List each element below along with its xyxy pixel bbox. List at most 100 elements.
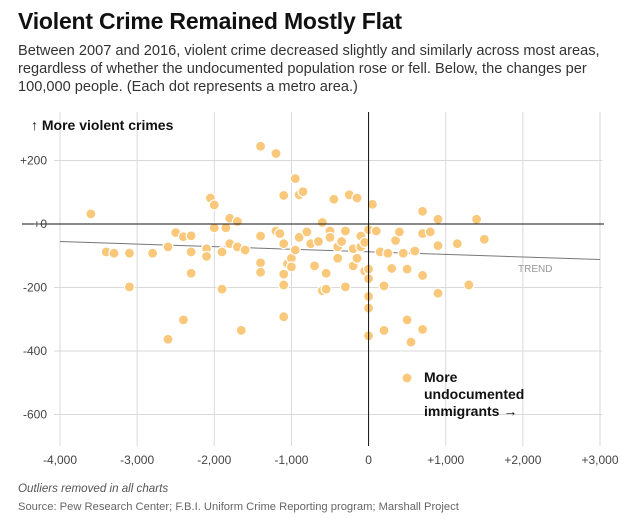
x-tick-label: -4,000	[43, 453, 77, 467]
chart-title: Violent Crime Remained Mostly Flat	[18, 8, 402, 34]
metro-area-dot	[239, 244, 251, 256]
metro-area-dot	[278, 189, 290, 202]
metro-area-dot	[85, 208, 97, 220]
metro-area-dot	[393, 226, 406, 238]
metro-area-dot	[146, 247, 159, 259]
metro-area-dot	[162, 333, 174, 345]
x-axis-annotation-line-2: undocumented	[424, 386, 524, 402]
metro-area-dot	[424, 226, 436, 238]
metro-area-dot	[123, 247, 136, 259]
x-tick-label: -1,000	[274, 453, 308, 467]
y-tick-label: +0	[33, 217, 47, 231]
metro-area-dot	[351, 192, 363, 204]
x-axis-annotation: More undocumented immigrants →	[424, 369, 528, 419]
metro-area-dot	[235, 324, 247, 336]
metro-area-dot	[416, 205, 429, 217]
trend-line	[59, 240, 601, 261]
metro-area-dot	[335, 235, 348, 248]
metro-area-dot	[312, 235, 325, 248]
metro-area-dot	[123, 281, 136, 293]
metro-area-dot	[386, 262, 398, 275]
metro-area-dot	[220, 222, 232, 234]
metro-area-dot	[289, 244, 301, 256]
metro-area-dot	[432, 213, 444, 225]
metro-area-dot	[185, 230, 197, 242]
legend-dot-icon	[401, 372, 413, 384]
x-axis-annotation-line-1: More	[424, 369, 458, 385]
metro-area-dot	[359, 236, 371, 249]
x-tick-label: -3,000	[120, 453, 154, 467]
metro-area-dot	[162, 241, 174, 253]
metro-area-dot	[216, 283, 228, 295]
metro-area-dot	[289, 172, 301, 185]
metro-area-dot	[254, 140, 267, 152]
metro-area-dot	[378, 324, 390, 336]
metro-area-dot	[293, 231, 305, 243]
chart-subtitle: Between 2007 and 2016, violent crime dec…	[18, 43, 600, 95]
chart-footnote: Outliers removed in all charts	[18, 482, 169, 495]
metro-area-dot	[297, 186, 309, 198]
metro-area-dot	[409, 245, 421, 257]
metro-area-dot	[308, 260, 321, 272]
metro-area-dot	[378, 280, 390, 292]
metro-area-dot	[216, 246, 228, 258]
metro-area-dot	[185, 267, 197, 279]
x-tick-label: +2,000	[504, 453, 541, 467]
metro-area-dot	[463, 279, 475, 291]
metro-area-dot	[478, 233, 490, 245]
metro-area-dot	[208, 199, 220, 211]
metro-area-dot	[416, 323, 429, 336]
metro-area-dot	[278, 311, 290, 323]
x-tick-label: +3,000	[581, 453, 618, 467]
chart-source: Source: Pew Research Center; F.B.I. Unif…	[18, 501, 459, 513]
metro-area-dot	[108, 247, 120, 259]
metro-area-dot	[285, 261, 298, 273]
metro-area-dot	[397, 247, 409, 259]
metro-area-dot	[254, 257, 267, 269]
metro-area-dot	[470, 213, 483, 225]
trend-label: TREND	[518, 264, 552, 275]
metro-area-dot	[339, 225, 352, 237]
metro-area-dot	[382, 247, 394, 259]
metro-area-dot	[301, 226, 313, 238]
metro-area-dot	[200, 250, 213, 262]
metro-area-dot	[332, 252, 344, 264]
y-axis-annotation: ↑ More violent crimes	[31, 117, 174, 133]
metro-area-dot	[432, 239, 444, 252]
metro-area-dot	[316, 216, 328, 229]
metro-area-dot	[177, 314, 190, 326]
metro-area-dot	[278, 279, 290, 291]
metro-area-dot	[351, 252, 363, 264]
zero-lines	[22, 112, 604, 446]
metro-area-dot	[432, 287, 444, 299]
metro-area-dot	[278, 268, 290, 280]
y-tick-label: -600	[23, 408, 47, 422]
x-tick-label: +1,000	[427, 453, 464, 467]
y-tick-label: -200	[23, 281, 47, 295]
y-tick-label: +200	[20, 154, 47, 168]
metro-area-dot	[254, 230, 267, 242]
metro-area-dot	[270, 147, 282, 160]
metro-area-dot	[401, 314, 413, 326]
x-tick-label: -2,000	[197, 453, 231, 467]
metro-area-dot	[366, 198, 379, 210]
metro-area-dot	[339, 281, 352, 293]
metro-area-dot	[320, 283, 332, 295]
metro-area-dot	[328, 193, 340, 205]
x-tick-label: 0	[365, 453, 372, 467]
dots-layer	[85, 140, 490, 348]
metro-area-dot	[401, 263, 413, 275]
x-axis-annotation-line-3: immigrants →	[424, 403, 517, 419]
y-tick-label: -400	[23, 344, 47, 358]
tick-labels: -4,000 -3,000 -2,000 -1,000 0 +1,000 +2,000 +3,…	[20, 154, 619, 468]
metro-area-dot	[324, 231, 336, 243]
metro-area-dot	[274, 227, 286, 240]
metro-area-dot	[231, 215, 244, 228]
metro-area-dot	[451, 238, 463, 250]
metro-area-dot	[320, 267, 332, 279]
metro-area-dot	[278, 238, 290, 250]
metro-area-dot	[405, 336, 417, 348]
metro-area-dot	[185, 246, 197, 258]
metro-area-dot	[370, 225, 382, 237]
